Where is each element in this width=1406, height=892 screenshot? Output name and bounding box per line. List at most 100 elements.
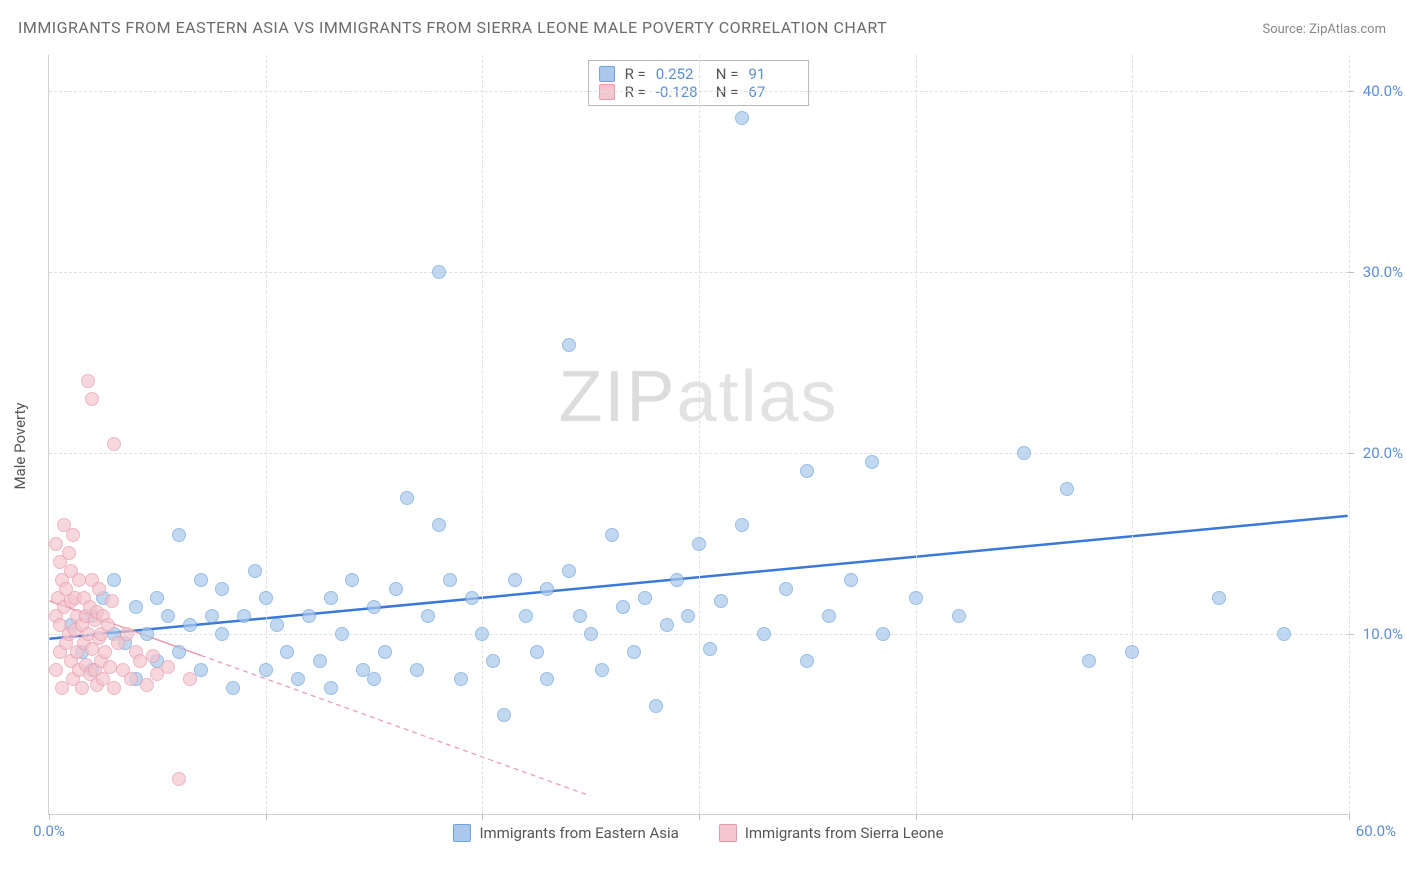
legend-item-sierra_leone: Immigrants from Sierra Leone [719,824,944,842]
scatter-point-eastern_asia [757,627,771,641]
y-tick-mark [1348,634,1354,635]
scatter-point-eastern_asia [703,642,717,656]
legend-label-eastern_asia: Immigrants from Eastern Asia [479,824,678,842]
scatter-point-eastern_asia [410,663,424,677]
scatter-point-eastern_asia [1212,591,1226,605]
legend-label-sierra_leone: Immigrants from Sierra Leone [745,824,944,842]
scatter-point-eastern_asia [1082,654,1096,668]
scatter-point-eastern_asia [237,609,251,623]
scatter-point-eastern_asia [1017,446,1031,460]
y-tick-label: 30.0% [1363,263,1403,281]
scatter-point-sierra_leone [49,663,63,677]
scatter-point-sierra_leone [49,537,63,551]
scatter-point-sierra_leone [92,582,106,596]
scatter-point-eastern_asia [735,518,749,532]
gridline-horizontal [49,272,1348,273]
stats-r-label: R = [625,65,646,83]
stats-n-label: N = [716,65,739,83]
scatter-point-sierra_leone [81,374,95,388]
x-tick-mark [699,814,700,820]
gridline-vertical [482,55,483,814]
scatter-point-eastern_asia [530,645,544,659]
scatter-point-eastern_asia [454,672,468,686]
scatter-point-eastern_asia [952,609,966,623]
scatter-point-eastern_asia [432,265,446,279]
scatter-point-eastern_asia [291,672,305,686]
scatter-point-eastern_asia [1125,645,1139,659]
legend-swatch-eastern_asia [453,824,471,842]
watermark-bold: ZIP [558,357,676,437]
scatter-point-eastern_asia [302,609,316,623]
scatter-point-sierra_leone [124,672,138,686]
gridline-vertical [266,55,267,814]
gridline-vertical [699,55,700,814]
scatter-point-eastern_asia [865,455,879,469]
scatter-point-eastern_asia [497,708,511,722]
scatter-point-eastern_asia [735,111,749,125]
scatter-point-eastern_asia [584,627,598,641]
scatter-point-eastern_asia [389,582,403,596]
scatter-point-eastern_asia [259,591,273,605]
scatter-point-eastern_asia [595,663,609,677]
scatter-point-eastern_asia [324,681,338,695]
chart-title: IMMIGRANTS FROM EASTERN ASIA VS IMMIGRAN… [18,18,887,37]
scatter-point-eastern_asia [508,573,522,587]
scatter-point-eastern_asia [367,672,381,686]
x-tick-mark [916,814,917,820]
scatter-point-eastern_asia [443,573,457,587]
scatter-point-sierra_leone [133,654,147,668]
y-tick-label: 40.0% [1363,82,1403,100]
scatter-point-eastern_asia [627,645,641,659]
scatter-point-eastern_asia [172,645,186,659]
scatter-point-sierra_leone [75,681,89,695]
scatter-point-sierra_leone [103,660,117,674]
scatter-point-sierra_leone [107,437,121,451]
y-axis-label: Male Poverty [11,403,29,490]
scatter-point-eastern_asia [150,591,164,605]
gridline-vertical [1349,55,1350,814]
scatter-point-eastern_asia [876,627,890,641]
scatter-point-sierra_leone [98,645,112,659]
y-tick-mark [1348,272,1354,273]
scatter-point-eastern_asia [205,609,219,623]
gridline-vertical [916,55,917,814]
gridline-horizontal [49,91,1348,92]
x-tick-mark [482,814,483,820]
scatter-point-eastern_asia [107,573,121,587]
scatter-point-sierra_leone [85,392,99,406]
stats-n-value-eastern_asia: 91 [748,65,798,83]
scatter-point-sierra_leone [105,594,119,608]
scatter-point-sierra_leone [107,681,121,695]
scatter-point-sierra_leone [172,772,186,786]
gridline-vertical [1132,55,1133,814]
scatter-point-eastern_asia [692,537,706,551]
scatter-point-eastern_asia [248,564,262,578]
scatter-point-eastern_asia [183,618,197,632]
y-tick-label: 20.0% [1363,444,1403,462]
scatter-point-sierra_leone [146,649,160,663]
source-label: Source: ZipAtlas.com [1262,22,1386,37]
scatter-point-eastern_asia [432,518,446,532]
scatter-point-eastern_asia [844,573,858,587]
scatter-point-eastern_asia [681,609,695,623]
scatter-point-eastern_asia [367,600,381,614]
scatter-point-sierra_leone [101,618,115,632]
scatter-point-eastern_asia [714,594,728,608]
scatter-point-eastern_asia [605,528,619,542]
chart-container: IMMIGRANTS FROM EASTERN ASIA VS IMMIGRAN… [0,0,1406,892]
trendline-sierra_leone-dashed [201,655,590,796]
scatter-point-eastern_asia [215,627,229,641]
plot-area: ZIPatlas R =0.252N =91R =-0.128N =67 Imm… [48,55,1348,815]
x-tick-label: 60.0% [1356,822,1396,840]
scatter-point-eastern_asia [215,582,229,596]
scatter-point-sierra_leone [72,573,86,587]
scatter-point-eastern_asia [313,654,327,668]
scatter-point-eastern_asia [616,600,630,614]
scatter-point-sierra_leone [161,660,175,674]
gridline-horizontal [49,453,1348,454]
x-tick-mark [49,814,50,820]
scatter-point-eastern_asia [660,618,674,632]
scatter-point-eastern_asia [140,627,154,641]
scatter-point-eastern_asia [475,627,489,641]
scatter-point-eastern_asia [540,582,554,596]
